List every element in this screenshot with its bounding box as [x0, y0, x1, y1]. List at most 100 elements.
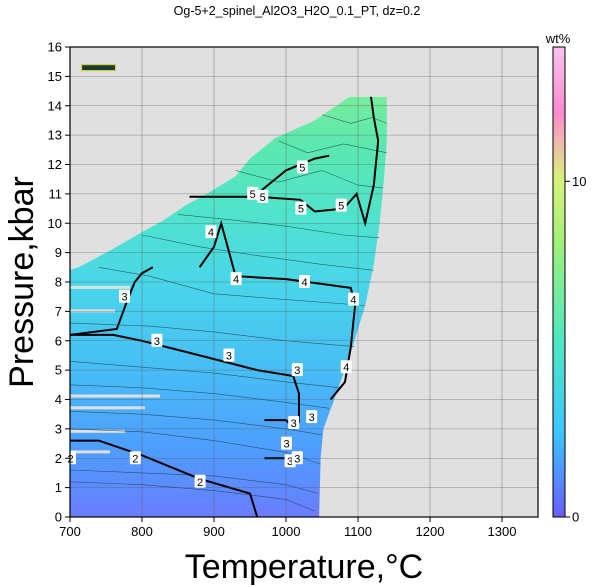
contour-label-box — [340, 360, 352, 374]
contour-line-thin — [321, 114, 387, 124]
contour-label-text: 3 — [287, 456, 293, 468]
field-gap — [70, 450, 110, 454]
y-tick-label: 15 — [48, 69, 62, 84]
y-tick-label: 4 — [55, 392, 62, 407]
contour-label-box — [119, 289, 130, 303]
y-tick-label: 6 — [55, 333, 62, 348]
contour-label: 4 — [205, 225, 217, 239]
x-axis: 700 800 900 1000 1100 1200 1300 — [59, 517, 516, 539]
contour-line-major — [70, 266, 154, 336]
contour-label: 5 — [257, 189, 269, 204]
contour-label-text: 3 — [226, 350, 232, 362]
x-tick-label: 1000 — [272, 524, 301, 539]
y-tick-label: 1 — [55, 480, 62, 495]
field-gap — [70, 394, 160, 398]
y-tick-label: 2 — [55, 451, 62, 466]
y-tick-label: 13 — [48, 128, 62, 143]
contour-label-box — [288, 416, 300, 429]
y-tick-label: 10 — [48, 216, 62, 231]
contour-label-box — [347, 292, 359, 306]
contour-label-text: 2 — [132, 453, 138, 465]
contour-label-text: 3 — [294, 453, 300, 465]
contour-label: 4 — [340, 360, 352, 374]
field-gap — [70, 429, 125, 433]
x-tick-label: 900 — [203, 524, 225, 539]
contour-label-text: 3 — [121, 292, 127, 304]
contour-label-box — [291, 363, 303, 377]
x-axis-label: Temperature,°C — [185, 548, 423, 586]
contour-label-text: 5 — [250, 189, 256, 201]
contour-label-box — [257, 189, 269, 203]
contour-label-box — [247, 186, 259, 200]
contour-line-major — [70, 333, 300, 423]
y-tick-label: 11 — [49, 186, 63, 201]
contour-label-text: 3 — [154, 336, 160, 348]
contour-label-text: 5 — [338, 201, 344, 213]
x-tick-label: 1300 — [488, 524, 517, 539]
contour-label-text: 5 — [260, 192, 266, 204]
contour-label-box — [295, 201, 307, 215]
contour-label-box — [205, 225, 217, 239]
colorbar-tick-label: 10 — [572, 174, 586, 189]
contour-label-box — [230, 272, 242, 286]
contour-label: 3 — [291, 363, 303, 377]
contour-label-text: 4 — [301, 277, 307, 289]
contour-label: 5 — [295, 201, 307, 216]
contour-label: 3 — [281, 436, 292, 451]
contour-line-thin — [235, 170, 384, 189]
y-tick-label: 12 — [48, 157, 62, 172]
contour-label: 2 — [129, 451, 141, 465]
y-tick-label: 9 — [55, 245, 62, 260]
contour-label-box — [306, 410, 318, 424]
contour-label: 5 — [247, 186, 259, 201]
contour-line-major — [70, 439, 259, 517]
y-tick-label: 16 — [48, 40, 62, 55]
x-tick-label: 1100 — [344, 524, 372, 539]
y-tick-label: 14 — [48, 98, 62, 113]
contour-label: 3 — [291, 451, 303, 465]
contour-label-text: 4 — [208, 227, 214, 239]
contour-label-box — [281, 436, 292, 450]
field-gap — [70, 309, 115, 313]
colorbar-ticks: 0 10 — [565, 174, 586, 525]
contour-label-text: 3 — [294, 365, 300, 377]
label-bar — [80, 64, 117, 72]
y-tick-label: 5 — [55, 363, 62, 378]
contour-label-text: 4 — [350, 295, 356, 307]
colorbar-label: wt% — [545, 31, 571, 46]
contour-label-box — [291, 451, 303, 465]
contour-label: 4 — [230, 272, 242, 286]
contour-label-text: 3 — [283, 439, 289, 451]
contour-label: 3 — [223, 348, 235, 362]
chart-title: Og-5+2_spinel_Al2O3_H2O_0.1_PT, dz=0.2 — [174, 4, 421, 18]
colorbar-tick-label: 0 — [572, 510, 579, 525]
y-tick-label: 7 — [55, 304, 62, 319]
contour-label-text: 3 — [291, 418, 297, 430]
contour-label-text: 4 — [343, 362, 349, 374]
y-tick-label: 8 — [55, 275, 62, 290]
y-tick-label: 0 — [55, 510, 62, 525]
grid — [69, 46, 538, 518]
contour-label: 4 — [299, 275, 310, 289]
contour-label-box — [151, 333, 163, 347]
contour-label-text: 4 — [233, 274, 239, 286]
contour-label-box — [335, 198, 347, 212]
y-tick-label: 3 — [55, 421, 62, 436]
x-tick-label: 800 — [131, 524, 153, 539]
contour-label: 3 — [306, 410, 318, 424]
x-tick-label: 1200 — [416, 524, 445, 539]
y-axis-label: Pressure,kbar — [3, 176, 41, 388]
contour-label: 3 — [151, 333, 163, 348]
contour-label: 3 — [119, 289, 130, 304]
contour-label-box — [223, 348, 235, 362]
contour-line-thin — [141, 234, 374, 271]
contour-label-text: 3 — [309, 412, 315, 424]
contour-label: 3 — [288, 416, 300, 430]
contour-label: 4 — [347, 292, 359, 307]
contour-label-box — [194, 474, 206, 488]
contour-label: 5 — [335, 198, 347, 213]
contour-label-box — [129, 451, 141, 465]
